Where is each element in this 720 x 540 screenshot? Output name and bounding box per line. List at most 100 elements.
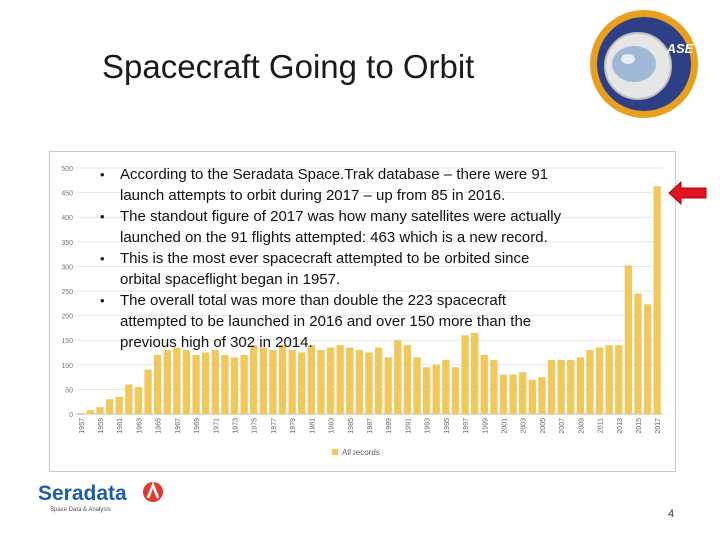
bar <box>634 293 642 414</box>
bar <box>86 410 95 414</box>
x-tick-label: 1969 <box>194 418 201 434</box>
bar <box>576 357 584 414</box>
x-tick-label: 1973 <box>233 418 240 434</box>
x-tick-label: 2001 <box>501 418 508 434</box>
x-tick-label: 1989 <box>386 418 393 434</box>
seradata-mark-icon <box>143 481 163 502</box>
bar <box>221 354 229 414</box>
bullet-list: According to the Seradata Space.Trak dat… <box>94 164 564 353</box>
bar <box>394 340 402 414</box>
bar <box>182 350 191 414</box>
x-tick-label: 1959 <box>98 418 105 434</box>
legend-swatch <box>332 449 338 455</box>
x-tick-label: 1961 <box>117 418 124 434</box>
bar <box>163 350 171 414</box>
seradata-logo-tagline: Space Data & Analysis <box>50 507 111 513</box>
x-tick-label: 2015 <box>636 418 643 434</box>
bar <box>288 350 296 414</box>
y-tick-label: 400 <box>61 215 73 222</box>
x-tick-label: 2009 <box>578 418 585 434</box>
bar <box>432 364 440 414</box>
bar <box>211 350 219 414</box>
x-tick-label: 2007 <box>559 418 566 434</box>
bar <box>615 345 623 414</box>
bar <box>326 347 335 414</box>
bar <box>202 352 210 414</box>
x-tick-label: 1963 <box>136 418 143 434</box>
x-tick-label: 1981 <box>309 418 316 434</box>
bar <box>240 354 248 414</box>
x-tick-label: 1997 <box>463 418 470 434</box>
legend-label: All records <box>342 448 380 457</box>
bullet-item: This is the most ever spacecraft attempt… <box>94 248 564 290</box>
x-tick-label: 2005 <box>540 418 547 434</box>
bar <box>403 345 412 414</box>
bar <box>528 379 536 414</box>
bar <box>374 347 383 414</box>
x-tick-label: 1957 <box>79 418 86 434</box>
x-tick-label: 2017 <box>655 418 662 434</box>
y-tick-label: 0 <box>69 412 73 419</box>
bar <box>115 396 123 414</box>
seradata-logo-name: Seradata <box>38 482 127 505</box>
x-tick-label: 1971 <box>213 418 220 434</box>
bar <box>144 369 152 414</box>
x-tick-label: 1995 <box>444 418 451 434</box>
ase-logo: ASE <box>590 10 698 118</box>
bar <box>519 372 527 414</box>
x-tick-label: 2011 <box>598 418 605 433</box>
bar <box>134 386 143 414</box>
seradata-logo: Seradata Space Data & Analysis <box>38 480 163 520</box>
y-tick-label: 300 <box>61 264 73 271</box>
bar <box>480 354 488 414</box>
bar <box>586 350 594 414</box>
bar <box>567 359 575 414</box>
bar <box>422 367 431 414</box>
bullet-item: According to the Seradata Space.Trak dat… <box>94 164 564 206</box>
y-tick-label: 50 <box>65 387 73 394</box>
ase-logo-text: ASE <box>666 41 694 56</box>
x-tick-label: 1991 <box>405 418 412 434</box>
x-tick-label: 1975 <box>252 418 259 434</box>
x-tick-label: 2013 <box>617 418 624 434</box>
bar <box>230 357 239 414</box>
x-tick-label: 1985 <box>348 418 355 434</box>
bar <box>605 345 613 414</box>
bar <box>490 359 498 414</box>
x-tick-label: 1977 <box>271 418 278 434</box>
x-tick-label: 1967 <box>175 418 182 434</box>
bar <box>77 413 85 414</box>
bar <box>269 350 277 414</box>
bar <box>125 384 133 414</box>
arrow-left-icon <box>668 180 707 206</box>
y-tick-label: 150 <box>61 338 73 345</box>
x-tick-label: 1979 <box>290 418 297 434</box>
bar <box>105 399 114 414</box>
x-tick-label: 2003 <box>521 418 528 434</box>
x-tick-label: 1965 <box>156 418 163 434</box>
bullet-item: The overall total was more than double t… <box>94 290 564 353</box>
bar <box>461 335 469 414</box>
bar <box>413 357 421 414</box>
slide-title: Spacecraft Going to Orbit <box>102 48 475 85</box>
bar <box>384 357 392 414</box>
bar <box>643 304 652 414</box>
bar <box>96 407 104 414</box>
y-tick-label: 500 <box>61 166 73 173</box>
bar <box>259 347 267 414</box>
bar <box>595 347 604 414</box>
bar <box>278 345 287 414</box>
bar <box>365 352 373 414</box>
bar <box>624 265 633 414</box>
y-tick-label: 250 <box>61 289 73 296</box>
bar <box>355 350 364 414</box>
bar <box>471 332 479 414</box>
bar <box>173 347 181 414</box>
bar <box>451 367 460 414</box>
x-tick-label: 1983 <box>329 418 336 434</box>
bar <box>509 374 517 414</box>
bar <box>653 186 661 414</box>
x-tick-label: 1999 <box>482 418 489 434</box>
bar <box>336 345 344 414</box>
bar <box>317 350 325 414</box>
